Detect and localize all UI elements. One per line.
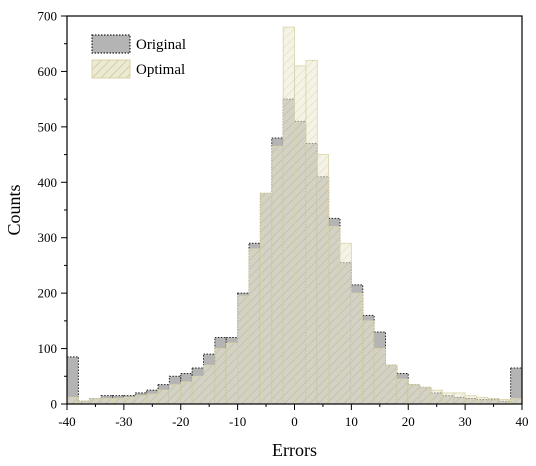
bar-optimal [123,396,136,405]
legend: Original Optimal [91,34,186,79]
bar-optimal [89,398,102,405]
x-tick-label: 40 [516,414,529,429]
bar-optimal [407,384,421,405]
x-tick-label: 0 [291,414,298,429]
y-axis-label: Counts [4,184,24,235]
bar-optimal [464,395,477,405]
x-tick-label: -40 [58,414,75,429]
bar-optimal [168,384,182,405]
legend-label-optimal: Optimal [136,62,185,78]
bar-optimal [191,375,204,405]
bar-optimal [112,398,125,405]
bar-optimal [396,378,409,405]
axes: -40 -30 -20 -10 0 10 20 30 400100200300400500600… [38,9,529,430]
y-tick-label: 300 [38,230,58,245]
bar-optimal [487,398,500,405]
y-tick-label: 200 [38,286,58,301]
bar-optimal [441,392,455,405]
bar-optimal [294,65,307,405]
bar-optimal [305,59,318,405]
bar-optimal [225,342,239,405]
bar-optimal [100,398,113,405]
x-tick-label: -30 [115,414,132,429]
x-tick-label: -20 [172,414,189,429]
bar-optimal [498,399,512,405]
y-tick-label: 0 [51,397,58,412]
x-tick-label: 30 [459,414,472,429]
bar-optimal [146,393,159,405]
bar-optimal [271,145,284,405]
bar-optimal [430,389,443,405]
y-tick-label: 700 [38,9,58,24]
bar-optimal [66,396,79,405]
bar-optimal [282,26,295,405]
bar-optimal [316,154,330,405]
bar-optimal [453,392,466,405]
bar-optimal [362,320,375,405]
bar-optimal [385,364,398,405]
bar-optimal [328,226,341,405]
bar-optimal [373,348,386,405]
bar-optimal [237,295,250,405]
series-optimal [66,26,523,405]
y-tick-label: 100 [38,341,58,356]
bar-optimal [157,389,170,405]
bar-optimal [339,242,352,405]
bar-optimal [214,348,227,405]
bar-original [510,367,523,405]
x-axis-label: Errors [272,440,317,460]
legend-swatch-original [91,34,131,54]
y-tick-label: 600 [38,64,58,79]
bar-optimal [419,386,432,405]
bar-optimal [350,292,364,405]
legend-swatch-optimal [91,59,131,79]
bar-original [66,356,79,405]
x-tick-label: -10 [229,414,246,429]
y-tick-label: 400 [38,175,58,190]
y-tick-label: 500 [38,119,58,134]
bar-optimal [203,364,216,405]
bar-optimal [134,395,148,405]
bar-optimal [180,381,193,405]
x-tick-label: 10 [345,414,358,429]
bar-optimal [510,398,523,405]
bar-optimal [476,396,489,405]
x-tick-label: 20 [402,414,415,429]
bar-optimal [259,192,273,405]
legend-label-original: Original [136,37,186,53]
bar-optimal [248,248,261,405]
